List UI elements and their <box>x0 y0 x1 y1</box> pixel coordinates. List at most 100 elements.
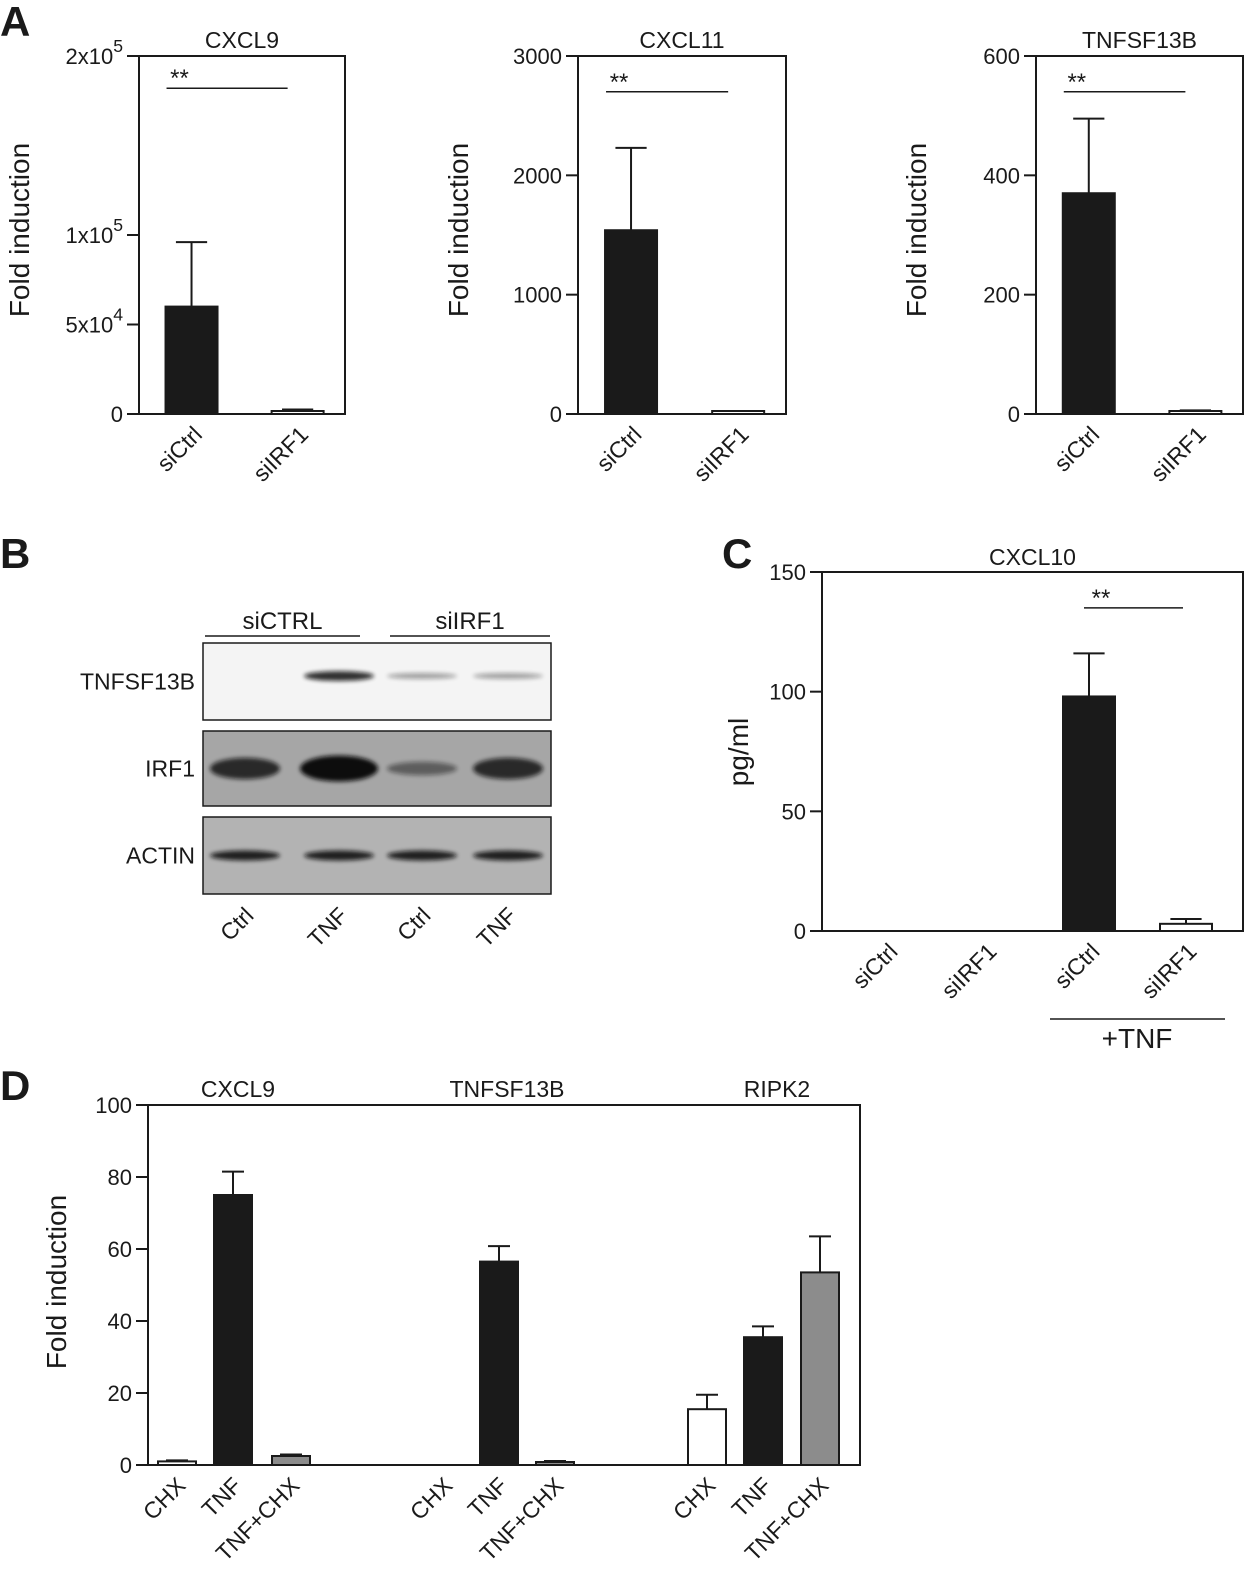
panel-letter-c: C <box>722 530 752 577</box>
blot-band <box>300 755 378 782</box>
y-tick-label: 1000 <box>513 283 562 308</box>
x-tick-label: siIRF1 <box>1146 421 1211 486</box>
y-tick-label: 2x105 <box>65 36 123 69</box>
panel-letter-b: B <box>0 530 30 577</box>
significance-label: ** <box>1067 69 1086 96</box>
blot-band <box>387 761 457 776</box>
y-tick-label: 0 <box>550 402 562 427</box>
x-tick-label: siIRF1 <box>688 421 753 486</box>
y-axis-label: Fold induction <box>4 143 35 317</box>
y-axis-label: Fold induction <box>901 143 932 317</box>
bar <box>604 229 659 415</box>
chart-cxcl9: 0 5x104 1x105 2x105 CXCL9 Fold induction ** siC… <box>4 27 346 487</box>
bar <box>711 410 766 415</box>
bar <box>213 1194 253 1466</box>
blot-lane-label: TNF <box>472 902 522 952</box>
panel-letter-a: A <box>0 0 30 45</box>
plot-frame <box>821 571 1244 932</box>
x-tick-label: siIRF1 <box>1136 938 1201 1003</box>
blot-membrane <box>202 642 552 721</box>
bar <box>535 1461 575 1466</box>
x-tick-label: siCtrl <box>591 421 646 476</box>
y-tick-label: 5x104 <box>65 305 123 338</box>
x-tick-label: CHX <box>138 1472 191 1525</box>
bar <box>479 1260 519 1466</box>
y-tick-label: 600 <box>983 44 1020 69</box>
chart-tnfsf13b: 0 200 400 600 TNFSF13B Fold induction ** siCtrl… <box>901 27 1244 487</box>
y-tick-label: 200 <box>983 283 1020 308</box>
y-tick-label: 80 <box>108 1165 132 1190</box>
y-axis-label: pg/ml <box>723 718 754 786</box>
blot-band <box>387 850 457 861</box>
blot-band <box>210 850 280 861</box>
chart-cxcl10: 0 50 100 150 CXCL10 pg/ml ** siCtrl siIRF1 siCtrl… <box>723 544 1244 1054</box>
chart-title: TNFSF13B <box>1082 27 1197 53</box>
y-tick-label: 1x105 <box>65 215 123 248</box>
panel-letter-d: D <box>0 1062 30 1109</box>
blot-lane-label: Ctrl <box>215 902 259 946</box>
blot-lane-label: TNF <box>303 902 353 952</box>
bar <box>1168 410 1223 415</box>
bar <box>1159 922 1213 933</box>
chart-title: CXCL9 <box>205 27 279 53</box>
x-tick-label: siIRF1 <box>936 938 1001 1003</box>
bar <box>270 410 325 415</box>
blot-band <box>473 850 543 861</box>
blot-band <box>304 671 374 681</box>
significance-label: ** <box>610 69 629 96</box>
chart-cxcl11: 0 1000 2000 3000 CXCL11 Fold induction ** siCtr… <box>443 27 787 487</box>
x-tick-label: siCtrl <box>152 421 207 476</box>
blot-band <box>304 850 374 861</box>
plot-frame <box>1035 55 1244 415</box>
x-tick-label: siCtrl <box>1049 938 1104 993</box>
y-tick-label: 100 <box>95 1093 132 1118</box>
bar <box>271 1455 311 1466</box>
x-tick-label: CHX <box>405 1472 458 1525</box>
group-label: +TNF <box>1102 1023 1173 1054</box>
blot-band <box>387 673 457 679</box>
y-tick-label: 40 <box>108 1309 132 1334</box>
y-axis-label: Fold induction <box>443 143 474 317</box>
blot-band <box>473 673 543 679</box>
bar <box>743 1336 783 1466</box>
y-tick-label: 2000 <box>513 163 562 188</box>
y-tick-label: 3000 <box>513 44 562 69</box>
group-title: TNFSF13B <box>449 1076 564 1102</box>
blot-group-label: siCTRL <box>242 608 322 635</box>
y-tick-label: 20 <box>108 1381 132 1406</box>
blot-row-label: ACTIN <box>126 843 195 869</box>
y-tick-label: 400 <box>983 163 1020 188</box>
x-tick-label: siIRF1 <box>248 421 313 486</box>
blot-band <box>210 757 280 780</box>
bar <box>1062 695 1116 932</box>
blot-row-label: TNFSF13B <box>80 669 195 695</box>
bar <box>687 1408 727 1466</box>
blot-band <box>473 757 543 780</box>
significance-label: ** <box>1092 585 1111 612</box>
chart-title: CXCL11 <box>639 27 724 53</box>
western-blot: siCTRL siIRF1 TNFSF13B IRF1 ACTIN Ctrl TNF Ctrl… <box>80 608 552 952</box>
significance-label: ** <box>170 65 189 92</box>
y-tick-label: 60 <box>108 1237 132 1262</box>
x-tick-label: TNF <box>727 1472 777 1522</box>
group-title: RIPK2 <box>744 1076 810 1102</box>
y-tick-label: 0 <box>1008 402 1020 427</box>
x-tick-label: CHX <box>668 1472 721 1525</box>
y-axis-label: Fold induction <box>41 1195 72 1369</box>
y-tick-label: 0 <box>794 919 806 944</box>
blot-row-label: IRF1 <box>145 756 195 782</box>
y-tick-label: 0 <box>120 1453 132 1478</box>
y-tick-label: 0 <box>111 402 123 427</box>
x-tick-label: TNF <box>463 1472 513 1522</box>
x-tick-label: siCtrl <box>847 938 902 993</box>
plot-frame <box>577 55 787 415</box>
bar <box>157 1460 197 1467</box>
blot-lane-label: Ctrl <box>392 902 436 946</box>
bar <box>1061 192 1116 415</box>
y-tick-label: 50 <box>782 799 806 824</box>
bar <box>800 1271 840 1467</box>
x-tick-label: siCtrl <box>1049 421 1104 476</box>
group-title: CXCL9 <box>201 1076 275 1102</box>
